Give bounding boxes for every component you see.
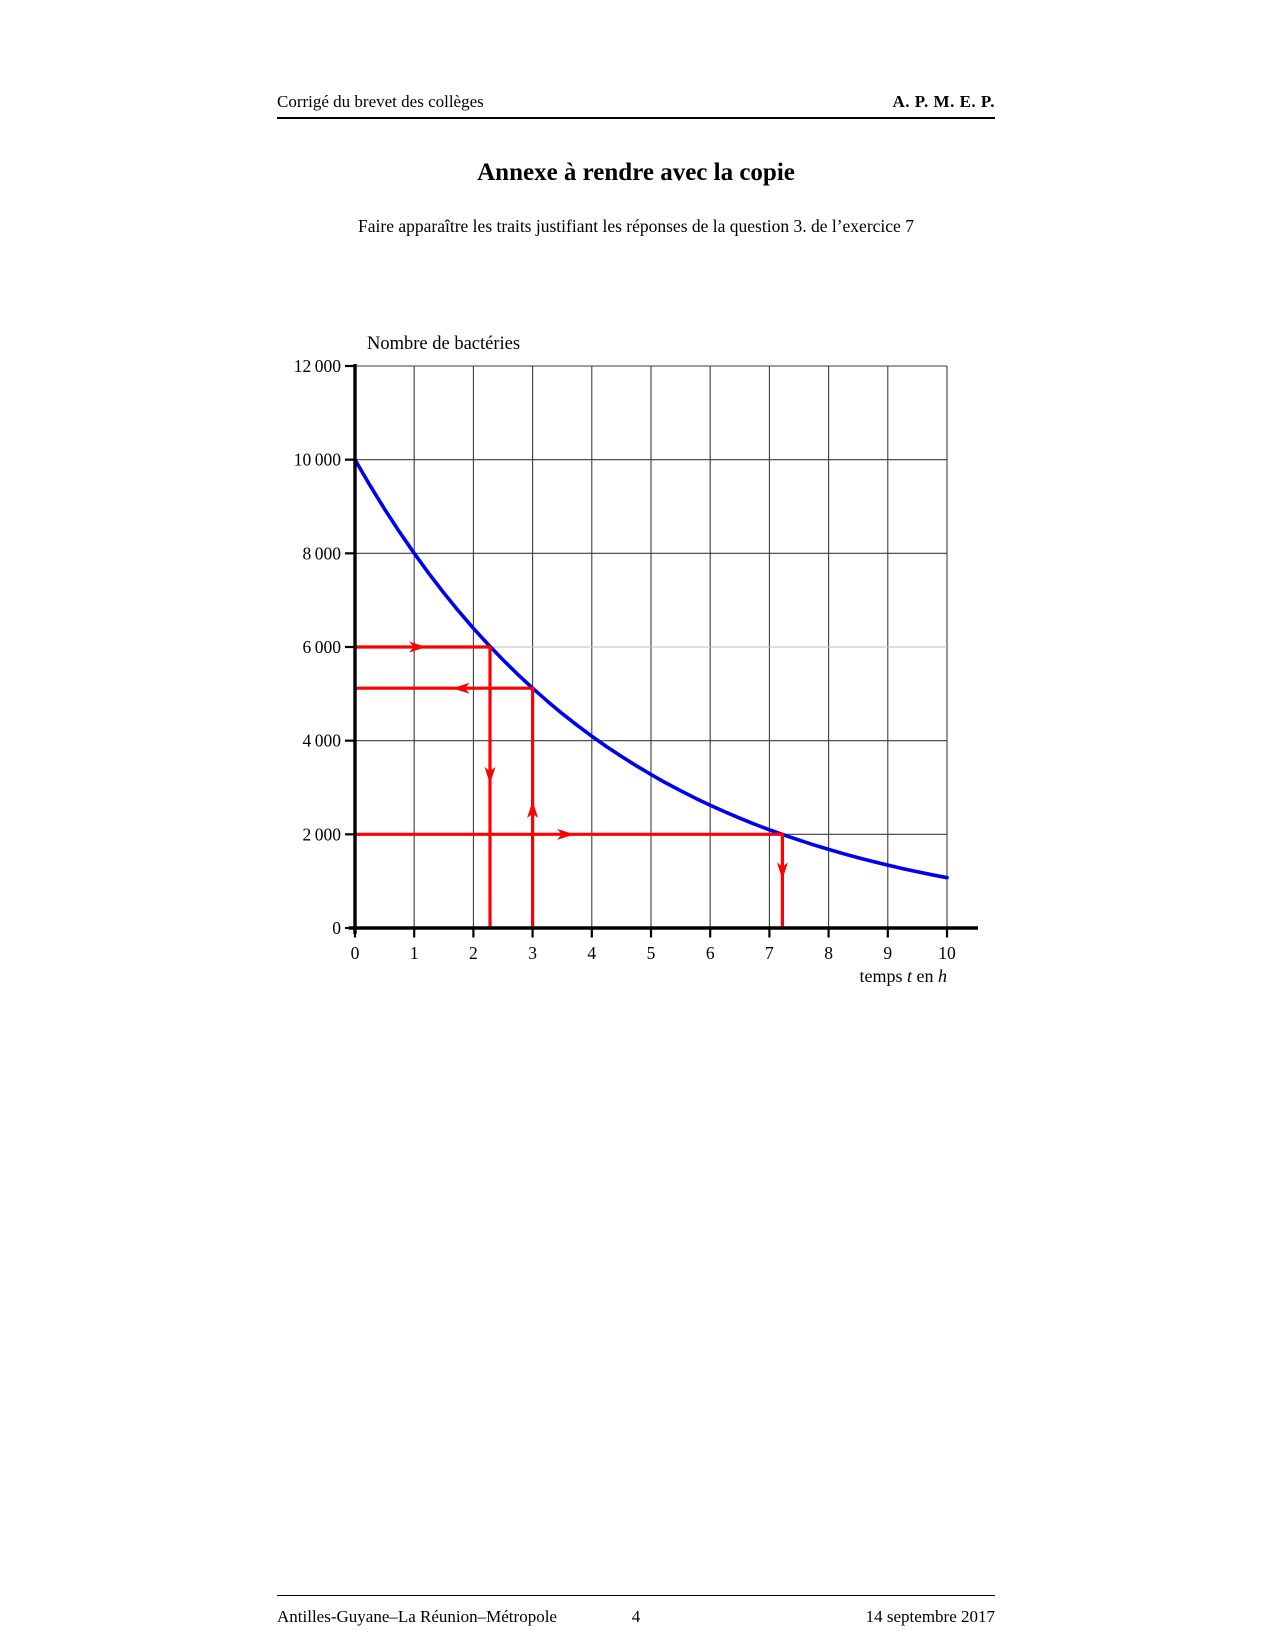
footer-date-text: 14 septembre 2017 bbox=[865, 1607, 995, 1626]
page-footer: Antilles-Guyane–La Réunion–Métropole 4 1… bbox=[277, 1607, 995, 1631]
header-left-text: Corrigé du brevet des collèges bbox=[277, 92, 484, 111]
x-tick-label-0: 0 bbox=[351, 943, 360, 963]
header-right-text: A. P. M. E. P. bbox=[892, 92, 995, 111]
reading-from-y2000-arrowhead-down bbox=[776, 862, 788, 880]
reading-from-t3-arrowhead-left bbox=[452, 682, 470, 694]
reading-from-y6000-arrowhead-right bbox=[409, 641, 427, 653]
x-tick-label-8: 8 bbox=[824, 943, 833, 963]
reading-from-y2000-arrowhead-right bbox=[557, 828, 575, 840]
x-tick-label-9: 9 bbox=[883, 943, 892, 963]
x-tick-label-5: 5 bbox=[647, 943, 656, 963]
page-header: Corrigé du brevet des collèges A. P. M. … bbox=[277, 92, 995, 116]
reading-from-y6000-arrowhead-down bbox=[484, 766, 496, 784]
y-tick-label-0: 0 bbox=[332, 918, 341, 938]
x-tick-label-1: 1 bbox=[410, 943, 419, 963]
footer-left-text: Antilles-Guyane–La Réunion–Métropole bbox=[277, 1607, 557, 1626]
reading-from-y2000 bbox=[355, 832, 785, 928]
reading-from-t3 bbox=[355, 686, 535, 928]
footer-rule bbox=[277, 1595, 995, 1597]
x-tick-label-7: 7 bbox=[765, 943, 774, 963]
footer-page-number: 4 bbox=[631, 1607, 641, 1626]
y-tick-label-10000: 10 000 bbox=[294, 450, 342, 470]
x-tick-label-4: 4 bbox=[587, 943, 596, 963]
instruction-text: Faire apparaître les traits justifiant l… bbox=[358, 216, 914, 236]
y-tick-label-2000: 2 000 bbox=[302, 824, 341, 844]
x-tick-label-6: 6 bbox=[706, 943, 715, 963]
x-tick-label-3: 3 bbox=[528, 943, 537, 963]
x-axis-label: temps t en h bbox=[859, 966, 947, 986]
header-rule bbox=[277, 117, 995, 120]
chart-title: Nombre de bactéries bbox=[367, 334, 520, 354]
reading-from-t3-arrowhead-up bbox=[527, 800, 539, 818]
y-tick-label-12000: 12 000 bbox=[294, 356, 342, 376]
y-tick-label-6000: 6 000 bbox=[302, 637, 341, 657]
page-title: Annexe à rendre avec la copie bbox=[477, 159, 795, 186]
x-tick-label-10: 10 bbox=[938, 943, 956, 963]
data-curve-nombre-de-bacteries bbox=[353, 457, 949, 880]
y-tick-label-8000: 8 000 bbox=[302, 543, 341, 563]
y-tick-label-4000: 4 000 bbox=[302, 731, 341, 751]
x-tick-label-2: 2 bbox=[469, 943, 478, 963]
